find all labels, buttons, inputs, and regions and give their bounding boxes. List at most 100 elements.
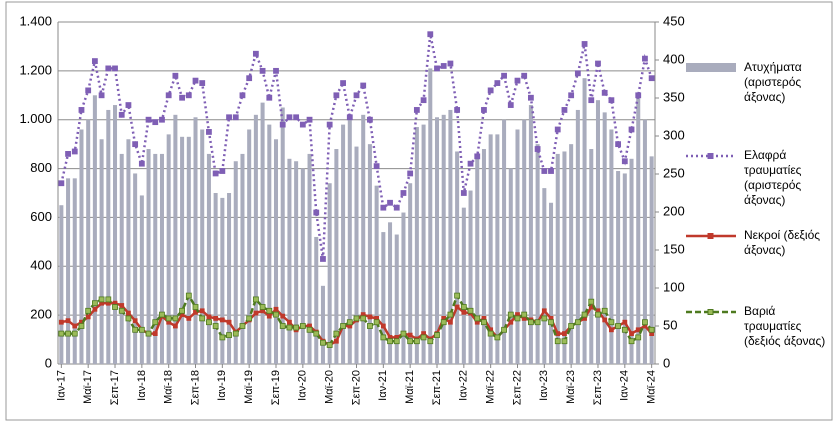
marker: [447, 311, 454, 318]
marker: [460, 190, 467, 196]
legend-marker: [707, 309, 714, 315]
marker: [380, 334, 387, 341]
bar: [354, 146, 359, 364]
marker: [252, 296, 259, 303]
marker: [246, 315, 253, 322]
marker: [226, 114, 232, 121]
y-tick-label: 800: [30, 160, 52, 175]
bar: [481, 149, 486, 364]
marker: [360, 315, 367, 322]
marker: [528, 94, 534, 101]
marker: [199, 308, 205, 314]
marker: [286, 114, 293, 121]
marker: [159, 311, 165, 318]
bar: [92, 95, 97, 365]
bar: [589, 149, 594, 364]
marker: [125, 102, 132, 108]
marker: [648, 75, 655, 82]
x-tick-label: Ιαν-20: [297, 370, 309, 401]
bar: [206, 153, 211, 364]
marker: [407, 338, 414, 345]
marker: [246, 75, 253, 82]
marker: [91, 58, 98, 64]
marker: [326, 342, 333, 348]
bar: [582, 78, 587, 364]
x-tick-label: Ιαν-21: [377, 370, 389, 401]
marker: [440, 63, 447, 69]
marker: [320, 339, 326, 346]
y-tick-label: 600: [30, 209, 52, 224]
marker: [273, 67, 279, 74]
marker: [145, 330, 152, 337]
bar: [622, 173, 627, 364]
bar: [542, 188, 547, 364]
marker: [92, 306, 98, 312]
marker: [407, 170, 414, 177]
x-tick-label: Μαϊ-21: [404, 370, 416, 404]
marker: [367, 323, 373, 329]
marker: [58, 180, 65, 187]
marker: [192, 304, 199, 310]
marker: [642, 319, 648, 326]
y2-tick-label: 100: [663, 279, 685, 294]
marker: [112, 304, 118, 310]
marker: [58, 319, 64, 325]
marker: [333, 92, 340, 99]
bar: [133, 173, 138, 364]
marker: [78, 107, 85, 113]
y-tick-label: 0: [45, 355, 52, 370]
marker: [299, 323, 306, 329]
y2-tick-label: 200: [663, 203, 685, 218]
marker: [340, 80, 346, 86]
y-tick-label: 1.000: [19, 111, 52, 126]
marker: [179, 94, 185, 101]
bar: [515, 129, 520, 364]
marker: [629, 331, 634, 337]
bar: [280, 107, 285, 364]
marker: [152, 319, 159, 326]
marker: [635, 92, 642, 99]
marker: [185, 92, 192, 99]
marker: [608, 327, 614, 333]
marker: [380, 204, 387, 211]
marker: [373, 163, 380, 170]
marker: [91, 300, 98, 307]
legend-label: Ελαφρά τραυματίες (αριστερός άξονας): [744, 148, 802, 207]
bar: [421, 124, 426, 364]
marker: [494, 80, 501, 86]
bar: [79, 129, 84, 364]
marker: [447, 60, 454, 67]
marker: [306, 116, 313, 123]
marker: [487, 330, 494, 337]
marker: [393, 204, 400, 211]
marker: [574, 319, 581, 326]
marker: [165, 92, 172, 99]
marker: [467, 307, 474, 314]
bar: [240, 153, 245, 364]
x-tick-label: Σεπ-17: [109, 370, 121, 405]
marker: [125, 315, 132, 322]
x-tick-label: Σεπ-23: [592, 370, 604, 405]
legend-swatch: [686, 63, 736, 72]
marker: [461, 309, 467, 315]
bar: [200, 129, 205, 364]
marker: [306, 326, 313, 333]
marker: [78, 323, 85, 329]
marker: [528, 319, 534, 326]
marker: [562, 331, 567, 337]
x-tick-label: Μαϊ-24: [646, 370, 658, 404]
marker: [186, 315, 192, 321]
marker: [112, 65, 118, 72]
marker: [568, 92, 575, 99]
marker: [132, 141, 139, 148]
marker: [367, 314, 373, 320]
marker: [514, 315, 521, 322]
marker: [420, 334, 427, 341]
bar: [555, 153, 560, 364]
marker: [266, 94, 273, 101]
marker: [481, 107, 487, 113]
x-tick-label: Μαϊ-22: [485, 370, 497, 404]
y-tick-label: 1.400: [19, 13, 52, 28]
